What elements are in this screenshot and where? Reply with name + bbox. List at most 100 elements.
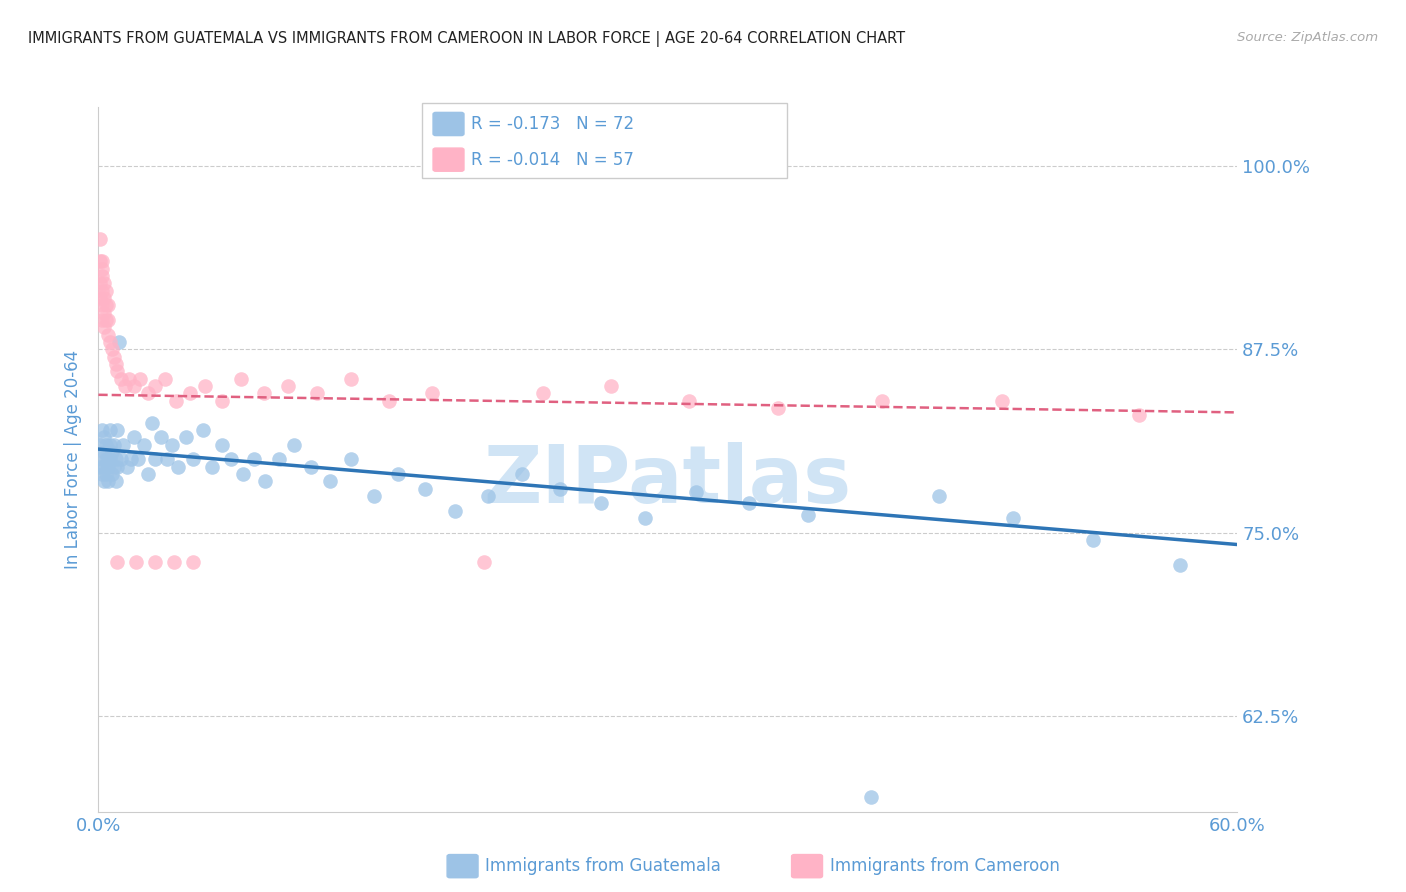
Point bbox=[91, 313, 114, 327]
Point bbox=[91, 254, 114, 268]
Text: R = -0.014   N = 57: R = -0.014 N = 57 bbox=[471, 151, 634, 169]
Point bbox=[104, 475, 127, 489]
Point bbox=[120, 452, 142, 467]
Point bbox=[98, 452, 121, 467]
Point bbox=[183, 452, 205, 467]
Point bbox=[94, 298, 117, 312]
Point bbox=[211, 438, 233, 452]
Point bbox=[91, 298, 114, 312]
Point bbox=[156, 452, 179, 467]
Point bbox=[110, 452, 132, 467]
Point bbox=[93, 305, 115, 319]
Point bbox=[254, 475, 277, 489]
Point bbox=[1081, 533, 1104, 548]
Point bbox=[98, 438, 121, 452]
Point bbox=[422, 386, 444, 401]
Point bbox=[91, 467, 114, 481]
Point bbox=[600, 379, 623, 393]
Point bbox=[387, 467, 409, 481]
Point bbox=[124, 430, 146, 444]
Point bbox=[363, 489, 385, 503]
Point bbox=[277, 379, 299, 393]
Point bbox=[928, 489, 950, 503]
Point bbox=[145, 555, 167, 569]
Point bbox=[100, 343, 122, 357]
Point bbox=[91, 268, 114, 283]
Point bbox=[94, 313, 117, 327]
Point bbox=[100, 445, 122, 459]
Point bbox=[103, 350, 125, 364]
Point bbox=[110, 371, 132, 385]
Point bbox=[413, 482, 436, 496]
Point bbox=[283, 438, 305, 452]
Point bbox=[634, 511, 657, 525]
Point bbox=[114, 379, 136, 393]
Point bbox=[179, 386, 201, 401]
Point bbox=[859, 790, 882, 805]
Point bbox=[136, 386, 159, 401]
Point bbox=[104, 357, 127, 371]
Point bbox=[93, 459, 115, 474]
Point bbox=[132, 438, 155, 452]
Text: R = -0.173   N = 72: R = -0.173 N = 72 bbox=[471, 115, 634, 133]
Point bbox=[201, 459, 224, 474]
Point bbox=[136, 467, 159, 481]
Text: Source: ZipAtlas.com: Source: ZipAtlas.com bbox=[1237, 31, 1378, 45]
Point bbox=[127, 452, 149, 467]
Point bbox=[94, 452, 117, 467]
Point bbox=[93, 320, 115, 334]
Point bbox=[97, 298, 120, 312]
Point bbox=[221, 452, 243, 467]
Point bbox=[510, 467, 533, 481]
Point bbox=[211, 393, 233, 408]
Point bbox=[340, 452, 363, 467]
Point bbox=[93, 430, 115, 444]
Point bbox=[340, 371, 363, 385]
Point bbox=[145, 379, 167, 393]
Point bbox=[1128, 409, 1150, 423]
Point bbox=[232, 467, 254, 481]
Point bbox=[991, 393, 1014, 408]
Point bbox=[115, 459, 138, 474]
Point bbox=[118, 371, 141, 385]
Point bbox=[89, 232, 111, 246]
Point bbox=[797, 508, 820, 523]
Point bbox=[738, 496, 761, 510]
Point bbox=[103, 459, 125, 474]
Point bbox=[89, 459, 111, 474]
Point bbox=[444, 504, 467, 518]
Point bbox=[141, 416, 163, 430]
Point bbox=[299, 459, 322, 474]
Point bbox=[305, 386, 328, 401]
Point bbox=[194, 379, 217, 393]
Point bbox=[129, 371, 152, 385]
Text: ZIPatlas: ZIPatlas bbox=[484, 442, 852, 519]
Text: Immigrants from Cameroon: Immigrants from Cameroon bbox=[830, 857, 1059, 875]
Point bbox=[107, 423, 129, 437]
Point bbox=[766, 401, 789, 415]
Point bbox=[93, 291, 115, 305]
Point bbox=[124, 379, 146, 393]
Point bbox=[89, 254, 111, 268]
Point bbox=[100, 467, 122, 481]
Point bbox=[91, 452, 114, 467]
Point bbox=[98, 423, 121, 437]
Point bbox=[97, 452, 120, 467]
Point bbox=[98, 334, 121, 349]
Point bbox=[89, 277, 111, 291]
Point bbox=[872, 393, 894, 408]
Point bbox=[91, 423, 114, 437]
Point bbox=[591, 496, 613, 510]
Point bbox=[107, 459, 129, 474]
Point bbox=[91, 284, 114, 298]
Text: IMMIGRANTS FROM GUATEMALA VS IMMIGRANTS FROM CAMEROON IN LABOR FORCE | AGE 20-64: IMMIGRANTS FROM GUATEMALA VS IMMIGRANTS … bbox=[28, 31, 905, 47]
Point bbox=[319, 475, 342, 489]
Point bbox=[145, 452, 167, 467]
Point bbox=[162, 438, 184, 452]
Point bbox=[108, 334, 131, 349]
Point bbox=[678, 393, 700, 408]
Point bbox=[1002, 511, 1025, 525]
Point bbox=[94, 284, 117, 298]
Point bbox=[1170, 558, 1192, 573]
Point bbox=[685, 484, 707, 499]
